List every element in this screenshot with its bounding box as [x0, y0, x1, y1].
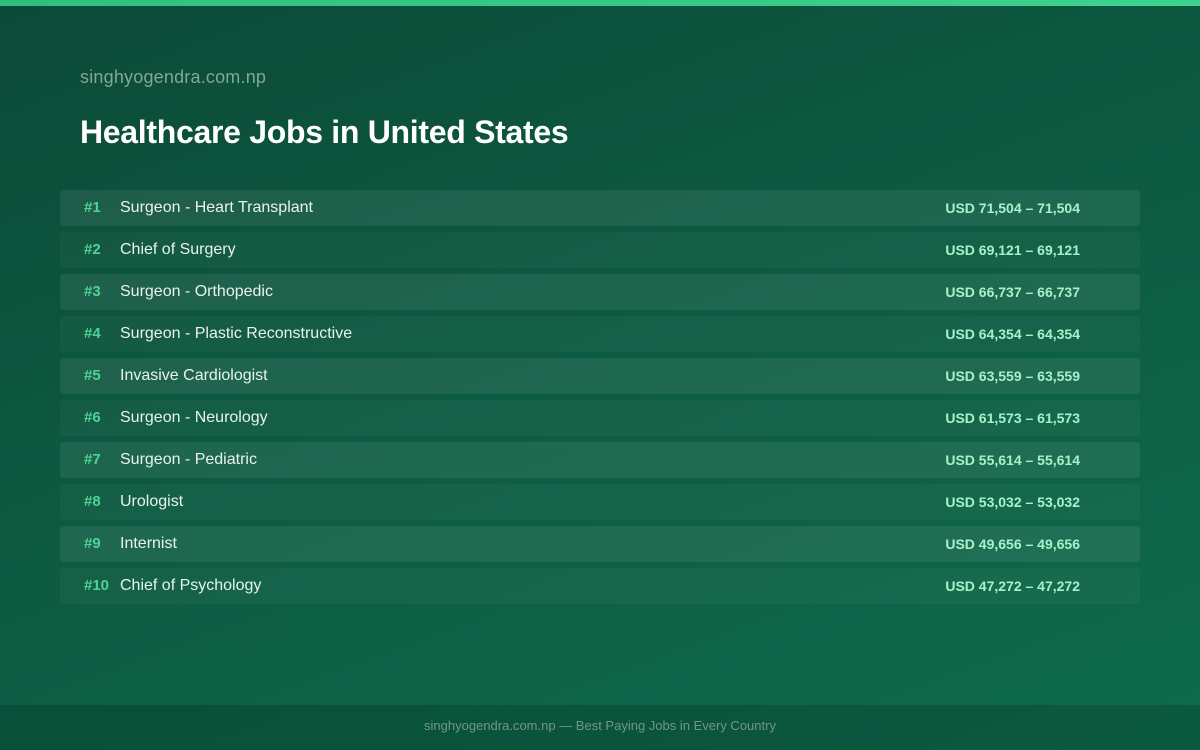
- job-title: Surgeon - Heart Transplant: [120, 199, 313, 216]
- footer-text: singhyogendra.com.np — Best Paying Jobs …: [424, 718, 776, 733]
- job-salary: USD 49,656 – 49,656: [945, 536, 1080, 552]
- job-row-1: #1 Surgeon - Heart Transplant USD 71,504…: [60, 190, 1140, 226]
- job-title: Chief of Psychology: [120, 577, 262, 594]
- job-row-4: #4 Surgeon - Plastic Reconstructive USD …: [60, 316, 1140, 352]
- job-salary: USD 53,032 – 53,032: [945, 494, 1080, 510]
- job-row-10: #10 Chief of Psychology USD 47,272 – 47,…: [60, 568, 1140, 604]
- job-title: Internist: [120, 535, 177, 552]
- job-rank: #3: [84, 283, 101, 300]
- job-title: Invasive Cardiologist: [120, 367, 268, 384]
- job-rank: #4: [84, 325, 101, 342]
- job-rank: #1: [84, 199, 101, 216]
- job-rank: #10: [84, 577, 110, 594]
- job-rank: #7: [84, 451, 101, 468]
- job-row-5: #5 Invasive Cardiologist USD 63,559 – 63…: [60, 358, 1140, 394]
- job-title: Urologist: [120, 493, 184, 510]
- job-title: Surgeon - Orthopedic: [120, 283, 273, 300]
- job-salary: USD 69,121 – 69,121: [945, 242, 1080, 258]
- job-title: Surgeon - Pediatric: [120, 451, 257, 468]
- footer: singhyogendra.com.np — Best Paying Jobs …: [0, 705, 1200, 750]
- job-row-2: #2 Chief of Surgery USD 69,121 – 69,121: [60, 232, 1140, 268]
- site-name: singhyogendra.com.np: [80, 67, 267, 87]
- top-accent-bar: [0, 0, 1200, 6]
- job-title: Surgeon - Plastic Reconstructive: [120, 325, 353, 342]
- job-rank: #8: [84, 493, 101, 510]
- job-rank: #9: [84, 535, 101, 552]
- job-rank: #2: [84, 241, 101, 258]
- job-salary: USD 66,737 – 66,737: [945, 284, 1080, 300]
- job-salary: USD 47,272 – 47,272: [945, 578, 1080, 594]
- job-rank: #5: [84, 367, 101, 384]
- job-salary: USD 55,614 – 55,614: [945, 452, 1080, 468]
- job-title: Chief of Surgery: [120, 241, 236, 258]
- job-salary: USD 63,559 – 63,559: [945, 368, 1080, 384]
- job-title: Surgeon - Neurology: [120, 409, 268, 426]
- job-salary: USD 71,504 – 71,504: [945, 200, 1080, 216]
- page-title: Healthcare Jobs in United States: [80, 114, 569, 150]
- job-salary: USD 64,354 – 64,354: [945, 326, 1080, 342]
- job-row-8: #8 Urologist USD 53,032 – 53,032: [60, 484, 1140, 520]
- job-row-7: #7 Surgeon - Pediatric USD 55,614 – 55,6…: [60, 442, 1140, 478]
- job-list: #1 Surgeon - Heart Transplant USD 71,504…: [60, 190, 1140, 610]
- job-rank: #6: [84, 409, 101, 426]
- job-row-9: #9 Internist USD 49,656 – 49,656: [60, 526, 1140, 562]
- job-row-6: #6 Surgeon - Neurology USD 61,573 – 61,5…: [60, 400, 1140, 436]
- job-row-3: #3 Surgeon - Orthopedic USD 66,737 – 66,…: [60, 274, 1140, 310]
- job-salary: USD 61,573 – 61,573: [945, 410, 1080, 426]
